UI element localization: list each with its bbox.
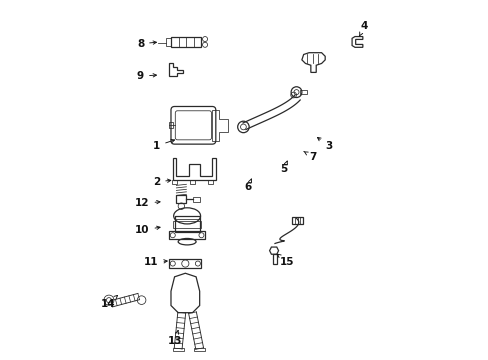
Bar	[273, 253, 276, 264]
Bar	[194, 348, 204, 351]
Bar	[190, 180, 194, 184]
Bar	[172, 180, 176, 184]
Bar	[172, 221, 201, 228]
Text: 13: 13	[167, 330, 182, 346]
Bar	[165, 39, 171, 45]
Text: 8: 8	[137, 39, 156, 49]
Bar	[300, 90, 306, 94]
Bar	[171, 37, 201, 47]
Bar	[169, 231, 204, 239]
Text: 9: 9	[137, 71, 156, 81]
Bar	[172, 348, 183, 351]
Bar	[192, 197, 199, 202]
Text: 3: 3	[317, 138, 332, 151]
Bar	[174, 216, 199, 232]
Text: 5: 5	[280, 161, 287, 174]
Bar	[176, 195, 186, 203]
Bar	[169, 122, 172, 129]
Text: 14: 14	[101, 296, 117, 309]
Text: 15: 15	[277, 254, 294, 267]
Text: 12: 12	[135, 198, 160, 208]
Text: 10: 10	[135, 225, 160, 235]
Bar	[169, 259, 201, 268]
Text: 4: 4	[359, 21, 367, 36]
Text: 1: 1	[153, 139, 174, 151]
Bar	[292, 217, 303, 224]
Text: 7: 7	[303, 152, 316, 162]
Text: 11: 11	[144, 257, 167, 267]
Text: 2: 2	[153, 177, 170, 187]
Bar	[208, 180, 212, 184]
Text: 6: 6	[244, 179, 251, 192]
